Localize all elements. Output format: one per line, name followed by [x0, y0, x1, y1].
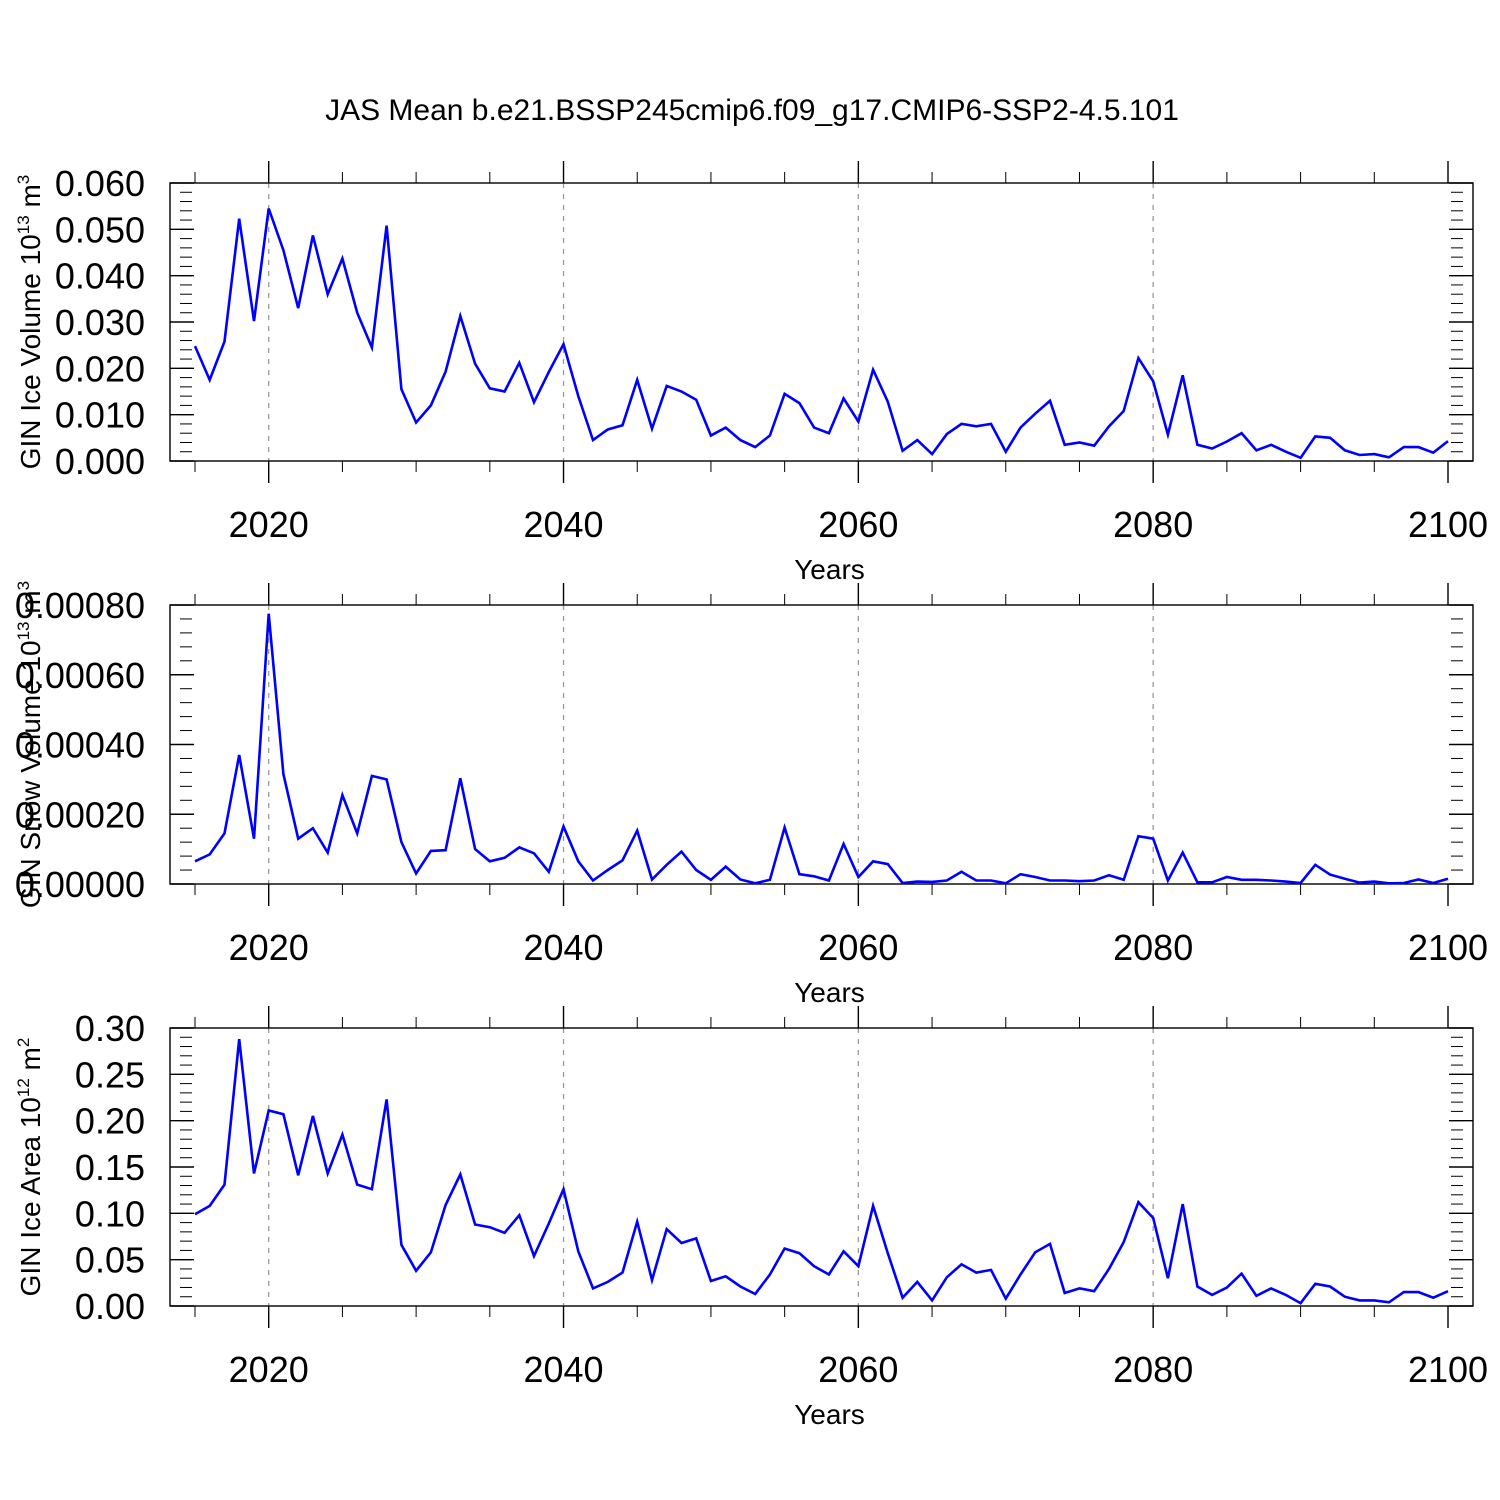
y-tick-label: 0.05 [75, 1240, 145, 1281]
x-tick-label: 2060 [818, 1349, 898, 1390]
x-tick-label: 2020 [229, 927, 309, 968]
y-tick-label: 0.000 [55, 441, 145, 482]
y-tick-label: 0.10 [75, 1193, 145, 1234]
x-axis-label: Years [794, 1399, 865, 1430]
x-tick-label: 2080 [1113, 504, 1193, 545]
y-axis-label: GIN Ice Volume 1013 m3 [14, 175, 46, 470]
y-tick-label: 0.00060 [15, 655, 145, 696]
y-tick-label: 0.00020 [15, 794, 145, 835]
y-tick-label: 0.040 [55, 256, 145, 297]
x-tick-label: 2020 [229, 1349, 309, 1390]
x-tick-label: 2060 [818, 504, 898, 545]
x-tick-label: 2040 [523, 927, 603, 968]
y-tick-label: 0.050 [55, 209, 145, 250]
y-tick-label: 0.00 [75, 1286, 145, 1327]
y-axis-label: GIN Ice Area 1012 m2 [14, 1038, 46, 1297]
y-tick-label: 0.060 [55, 163, 145, 204]
y-tick-label: 0.00000 [15, 864, 145, 905]
y-tick-label: 0.25 [75, 1054, 145, 1095]
x-tick-label: 2080 [1113, 1349, 1193, 1390]
chart-panels: 0.000 0.010 0.020 0.030 0.040 0.050 0.060 2020 2… [14, 161, 1488, 1430]
series-line [194, 1038, 1449, 1305]
x-axis-label: Years [794, 977, 865, 1008]
y-tick-label: 0.00040 [15, 725, 145, 766]
y-tick-label: 0.00080 [15, 585, 145, 626]
y-axis-label: GIN Snow Volume 1013 m3 [14, 581, 46, 908]
series-line [193, 208, 1449, 460]
y-tick-label: 0.20 [75, 1101, 145, 1142]
chart-panel-3: 0.00 0.05 0.10 0.15 0.20 0.25 0.30 2020 2040 2060… [14, 1006, 1488, 1430]
x-tick-label: 2100 [1408, 504, 1488, 545]
chart-panel-1: 0.000 0.010 0.020 0.030 0.040 0.050 0.060 2020 2… [14, 161, 1488, 585]
x-tick-label: 2020 [229, 504, 309, 545]
chart-panel-2: 0.00000 0.00020 0.00040 0.00060 0.00080 2020 2… [14, 581, 1488, 1008]
x-tick-label: 2080 [1113, 927, 1193, 968]
chart-title: JAS Mean b.e21.BSSP245cmip6.f09_g17.CMIP… [325, 94, 1179, 127]
y-tick-label: 0.30 [75, 1008, 145, 1049]
plot-frame [169, 604, 1474, 885]
series-line [194, 613, 1449, 885]
plot-frame [169, 1027, 1474, 1307]
x-tick-label: 2040 [523, 504, 603, 545]
x-tick-label: 2100 [1408, 1349, 1488, 1390]
x-axis-label: Years [794, 554, 865, 585]
x-tick-label: 2100 [1408, 927, 1488, 968]
x-tick-label: 2040 [523, 1349, 603, 1390]
y-tick-label: 0.020 [55, 348, 145, 389]
y-tick-label: 0.030 [55, 302, 145, 343]
y-tick-label: 0.15 [75, 1147, 145, 1188]
y-tick-label: 0.010 [55, 395, 145, 436]
plot-frame [169, 182, 1474, 462]
x-tick-label: 2060 [818, 927, 898, 968]
